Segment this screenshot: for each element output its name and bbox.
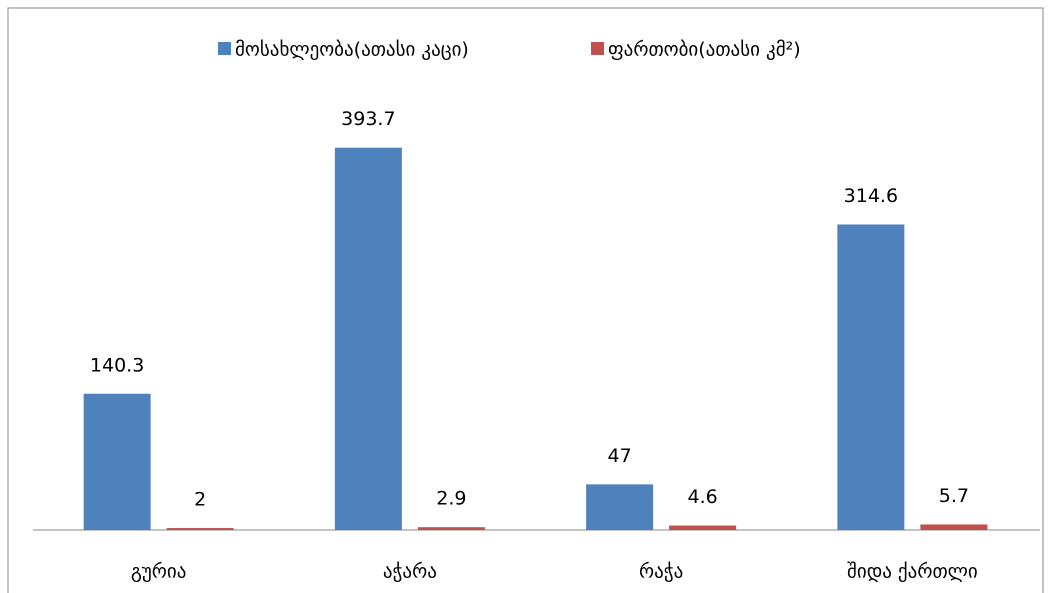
x-tick-label: გურია: [131, 561, 187, 583]
bar: [83, 393, 151, 530]
bar: [669, 525, 737, 530]
value-label: 47: [608, 445, 632, 467]
bar: [334, 147, 402, 530]
bar: [417, 527, 485, 530]
x-tick-label: შიდა ქართლი: [847, 561, 978, 583]
x-tick-label: აჭარა: [383, 561, 437, 583]
legend-swatch: [591, 42, 604, 55]
bar: [837, 224, 905, 530]
value-label: 2.9: [436, 488, 466, 510]
value-label: 2: [194, 489, 206, 511]
legend-swatch: [218, 42, 231, 55]
legend-label: მოსახლეობა(ათასი კაცი): [235, 39, 469, 61]
value-label: 5.7: [939, 485, 969, 507]
value-label: 393.7: [341, 108, 395, 130]
value-label: 314.6: [844, 185, 898, 207]
legend-label: ფართობი(ათასი კმ²): [608, 39, 801, 61]
bar: [920, 524, 988, 530]
value-label: 140.3: [90, 354, 144, 376]
bar: [166, 528, 234, 530]
x-tick-label: რაჭა: [639, 561, 683, 583]
bar: [586, 484, 654, 530]
value-label: 4.6: [688, 486, 718, 508]
